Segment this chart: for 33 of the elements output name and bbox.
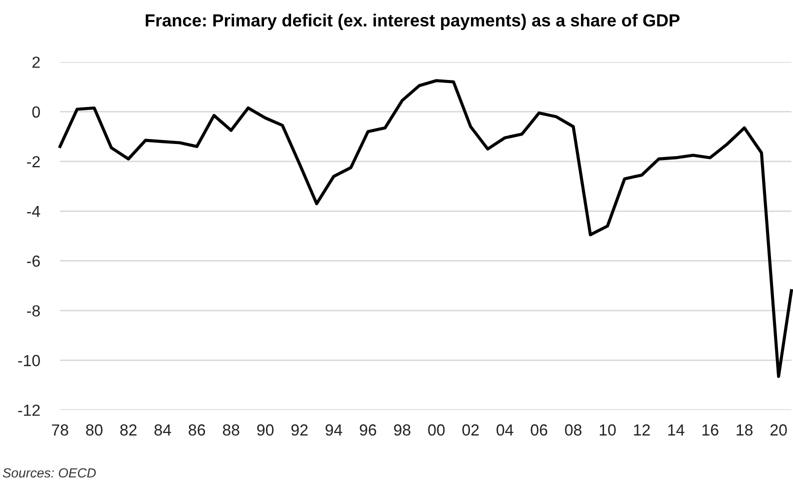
x-tick-label: 80 xyxy=(86,424,102,436)
x-tick-label: 94 xyxy=(326,424,342,436)
y-tick-label: -2 xyxy=(27,156,40,168)
x-tick-label: 20 xyxy=(770,424,787,436)
x-tick-label: 12 xyxy=(634,424,650,436)
y-tick-label: -10 xyxy=(18,354,40,366)
y-tick-label: -8 xyxy=(27,305,40,317)
y-tick-label: -12 xyxy=(18,404,40,416)
x-tick-label: 02 xyxy=(462,424,479,436)
x-tick-label: 88 xyxy=(222,424,240,436)
chart-title: France: Primary deficit (ex. interest payments) as a share of GDP xyxy=(146,14,680,30)
x-tick-label: 86 xyxy=(188,424,206,436)
y-tick-label: -4 xyxy=(27,206,40,217)
line-series xyxy=(58,79,793,378)
x-tick-label: 10 xyxy=(600,424,616,436)
x-tick-label: 08 xyxy=(565,424,582,436)
x-tick-label: 92 xyxy=(291,424,308,436)
x-tick-label: 90 xyxy=(257,424,274,436)
source-note: Sources: OECD xyxy=(2,468,96,478)
x-tick-label: 82 xyxy=(120,424,137,436)
x-tick-label: 16 xyxy=(702,424,718,436)
x-tick-label: 84 xyxy=(154,424,172,436)
x-tick-label: 14 xyxy=(668,424,684,436)
x-tick-label: 18 xyxy=(736,424,753,436)
x-tick-label: 04 xyxy=(496,424,514,436)
y-tick-label: 2 xyxy=(32,56,40,68)
y-tick-label: 0 xyxy=(32,106,40,118)
x-tick-label: 78 xyxy=(52,424,68,436)
x-tick-label: 98 xyxy=(394,424,410,436)
x-tick-label: 96 xyxy=(360,424,376,436)
y-tick-label: -6 xyxy=(27,255,40,267)
x-tick-label: 06 xyxy=(530,424,548,436)
x-tick-label: 00 xyxy=(428,424,445,436)
